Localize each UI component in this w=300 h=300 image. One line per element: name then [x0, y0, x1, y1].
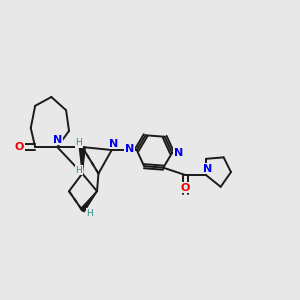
- Text: N: N: [203, 164, 212, 173]
- Polygon shape: [80, 191, 97, 212]
- Text: N: N: [52, 135, 62, 145]
- Text: O: O: [15, 142, 24, 152]
- Text: H: H: [86, 209, 93, 218]
- Text: H: H: [75, 138, 82, 147]
- Text: O: O: [181, 183, 190, 193]
- Text: N: N: [110, 139, 119, 148]
- Text: N: N: [125, 143, 134, 154]
- Text: H: H: [75, 166, 82, 175]
- Polygon shape: [79, 147, 85, 174]
- Text: N: N: [174, 148, 183, 158]
